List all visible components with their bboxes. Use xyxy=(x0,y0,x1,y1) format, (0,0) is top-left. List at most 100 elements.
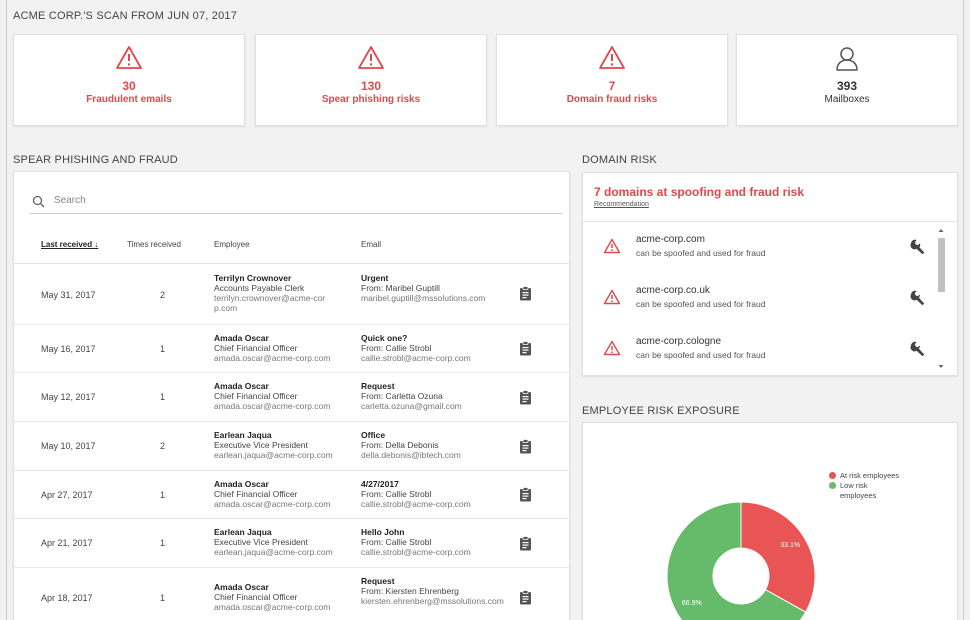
email-subject: Hello John xyxy=(361,527,405,537)
domain-description: can be spoofed and used for fraud xyxy=(636,248,766,258)
email-from-address: kiersten.ehrenberg@mssolutions.com xyxy=(361,596,504,606)
email-from: From: Carletta Ozuna xyxy=(361,391,443,401)
card-label: Mailboxes xyxy=(824,94,870,105)
domain-name: acme-corp.co.uk xyxy=(636,285,710,296)
row-employee: Amada Oscar Chief Financial Officer amad… xyxy=(214,381,354,411)
scroll-up-arrow-icon[interactable] xyxy=(937,226,945,234)
row-times: 2 xyxy=(160,441,166,451)
email-from: From: Callie Strobl xyxy=(361,489,432,499)
legend-label: Low risk xyxy=(840,481,868,490)
clipboard-icon[interactable] xyxy=(519,390,532,405)
employee-name: Amada Oscar xyxy=(214,333,269,343)
clipboard-icon[interactable] xyxy=(519,590,532,605)
row-times: 2 xyxy=(160,290,166,300)
card-value: 130 xyxy=(360,79,382,93)
row-date: May 10, 2017 xyxy=(41,441,96,451)
employee-email: earlean.jaqua@acme-corp.com xyxy=(214,547,333,557)
employee-title: Chief Financial Officer xyxy=(214,489,298,499)
scroll-down-arrow-icon[interactable] xyxy=(937,363,945,371)
employee-title: Accounts Payable Clerk xyxy=(214,283,305,293)
row-email: 4/27/2017 From: Callie Strobl callie.str… xyxy=(361,479,511,509)
domain-list-scrollbar[interactable] xyxy=(937,226,945,371)
table-row[interactable]: Apr 27, 2017 1 Amada Oscar Chief Financi… xyxy=(14,471,569,519)
scrollbar-thumb[interactable] xyxy=(938,238,945,292)
card-domain-fraud[interactable]: 7 Domain fraud risks xyxy=(496,34,728,126)
wrench-icon[interactable] xyxy=(909,341,925,357)
employee-email: amada.oscar@acme-corp.com xyxy=(214,602,331,612)
email-from: From: Della Debonis xyxy=(361,440,439,450)
search-box xyxy=(30,194,562,214)
employee-title: Chief Financial Officer xyxy=(214,391,298,401)
column-header-last-received[interactable]: Last received ↓ xyxy=(41,240,99,249)
email-subject: Quick one? xyxy=(361,333,408,343)
domain-item[interactable]: acme-corp.cologne can be spoofed and use… xyxy=(583,324,957,375)
domain-item[interactable]: acme-corp.com can be spoofed and used fo… xyxy=(583,222,957,274)
domain-name: acme-corp.cologne xyxy=(636,336,722,347)
row-employee: Earlean Jaqua Executive Vice President e… xyxy=(214,430,354,460)
row-employee: Earlean Jaqua Executive Vice President e… xyxy=(214,527,354,557)
table-row[interactable]: May 10, 2017 2 Earlean Jaqua Executive V… xyxy=(14,422,569,471)
table-row[interactable]: Apr 21, 2017 1 Earlean Jaqua Executive V… xyxy=(14,519,569,568)
row-employee: Terrilyn Crownover Accounts Payable Cler… xyxy=(214,273,354,313)
domain-item[interactable]: acme-corp.co.uk can be spoofed and used … xyxy=(583,273,957,325)
wrench-icon[interactable] xyxy=(909,290,925,306)
recommendation-link[interactable]: Recommendation xyxy=(594,201,649,208)
row-email: Quick one? From: Callie Strobl callie.st… xyxy=(361,333,511,363)
employee-title: Chief Financial Officer xyxy=(214,592,298,602)
warning-icon xyxy=(603,289,621,305)
app-frame xyxy=(6,0,964,620)
card-fraudulent-emails[interactable]: 30 Fraudulent emails xyxy=(13,34,245,126)
card-label: Fraudulent emails xyxy=(86,94,172,105)
pie-slice-low-risk[interactable] xyxy=(666,501,807,620)
table-row[interactable]: May 31, 2017 2 Terrilyn Crownover Accoun… xyxy=(14,265,569,325)
search-input[interactable] xyxy=(54,195,534,206)
legend-swatch-green xyxy=(829,482,836,489)
table-row[interactable]: May 16, 2017 1 Amada Oscar Chief Financi… xyxy=(14,325,569,373)
row-date: May 31, 2017 xyxy=(41,290,96,300)
email-from-address: carletta.ozuna@gmail.com xyxy=(361,401,462,411)
employee-name: Amada Oscar xyxy=(214,381,269,391)
clipboard-icon[interactable] xyxy=(519,341,532,356)
email-from-address: callie.strobl@acme-corp.com xyxy=(361,353,471,363)
employee-title: Chief Financial Officer xyxy=(214,343,298,353)
column-header-times-received[interactable]: Times received xyxy=(127,240,181,249)
card-mailboxes[interactable]: 393 Mailboxes xyxy=(736,34,958,126)
pie-slice-at-risk[interactable] xyxy=(740,501,816,613)
warning-icon xyxy=(603,238,621,254)
employee-risk-panel: 33.1% 66.9% At risk employees Low risk emp… xyxy=(582,422,958,620)
row-date: Apr 27, 2017 xyxy=(41,490,93,500)
column-header-email[interactable]: Email xyxy=(361,240,382,249)
section-title-employee-risk: EMPLOYEE RISK EXPOSURE xyxy=(582,405,740,417)
employee-name: Amada Oscar xyxy=(214,582,269,592)
spear-phishing-panel: Last received ↓ Times received Employee … xyxy=(13,171,570,620)
employee-name: Earlean Jaqua xyxy=(214,430,272,440)
table-row[interactable]: May 12, 2017 1 Amada Oscar Chief Financi… xyxy=(14,373,569,422)
email-subject: Office xyxy=(361,430,386,440)
risk-donut-chart: 33.1% 66.9% xyxy=(666,501,816,620)
legend-item-at-risk: At risk employees xyxy=(829,471,899,481)
card-label: Spear phishing risks xyxy=(321,94,421,105)
card-spear-phishing[interactable]: 130 Spear phishing risks xyxy=(255,34,487,126)
email-subject: Request xyxy=(361,576,395,586)
row-times: 1 xyxy=(160,490,166,500)
row-employee: Amada Oscar Chief Financial Officer amad… xyxy=(214,479,354,509)
domain-list: acme-corp.com can be spoofed and used fo… xyxy=(583,221,957,375)
card-value: 393 xyxy=(836,79,858,93)
row-email: Request From: Carletta Ozuna carletta.oz… xyxy=(361,381,511,411)
table-row[interactable]: Apr 18, 2017 1 Amada Oscar Chief Financi… xyxy=(14,568,569,620)
column-header-employee[interactable]: Employee xyxy=(214,240,250,249)
row-employee: Amada Oscar Chief Financial Officer amad… xyxy=(214,333,354,363)
wrench-icon[interactable] xyxy=(909,239,925,255)
email-from-address: della.debonis@ibtech.com xyxy=(361,450,461,460)
employee-name: Earlean Jaqua xyxy=(214,527,272,537)
page-title: ACME CORP.'S SCAN FROM JUN 07, 2017 xyxy=(13,10,238,22)
employee-title: Executive Vice President xyxy=(214,440,308,450)
card-value: 7 xyxy=(608,79,616,93)
clipboard-icon[interactable] xyxy=(519,487,532,502)
clipboard-icon[interactable] xyxy=(519,439,532,454)
clipboard-icon[interactable] xyxy=(519,286,532,301)
warning-icon xyxy=(14,45,244,73)
clipboard-icon[interactable] xyxy=(519,536,532,551)
email-from-address: callie.strobl@acme-corp.com xyxy=(361,499,471,509)
legend-swatch-red xyxy=(829,472,836,479)
